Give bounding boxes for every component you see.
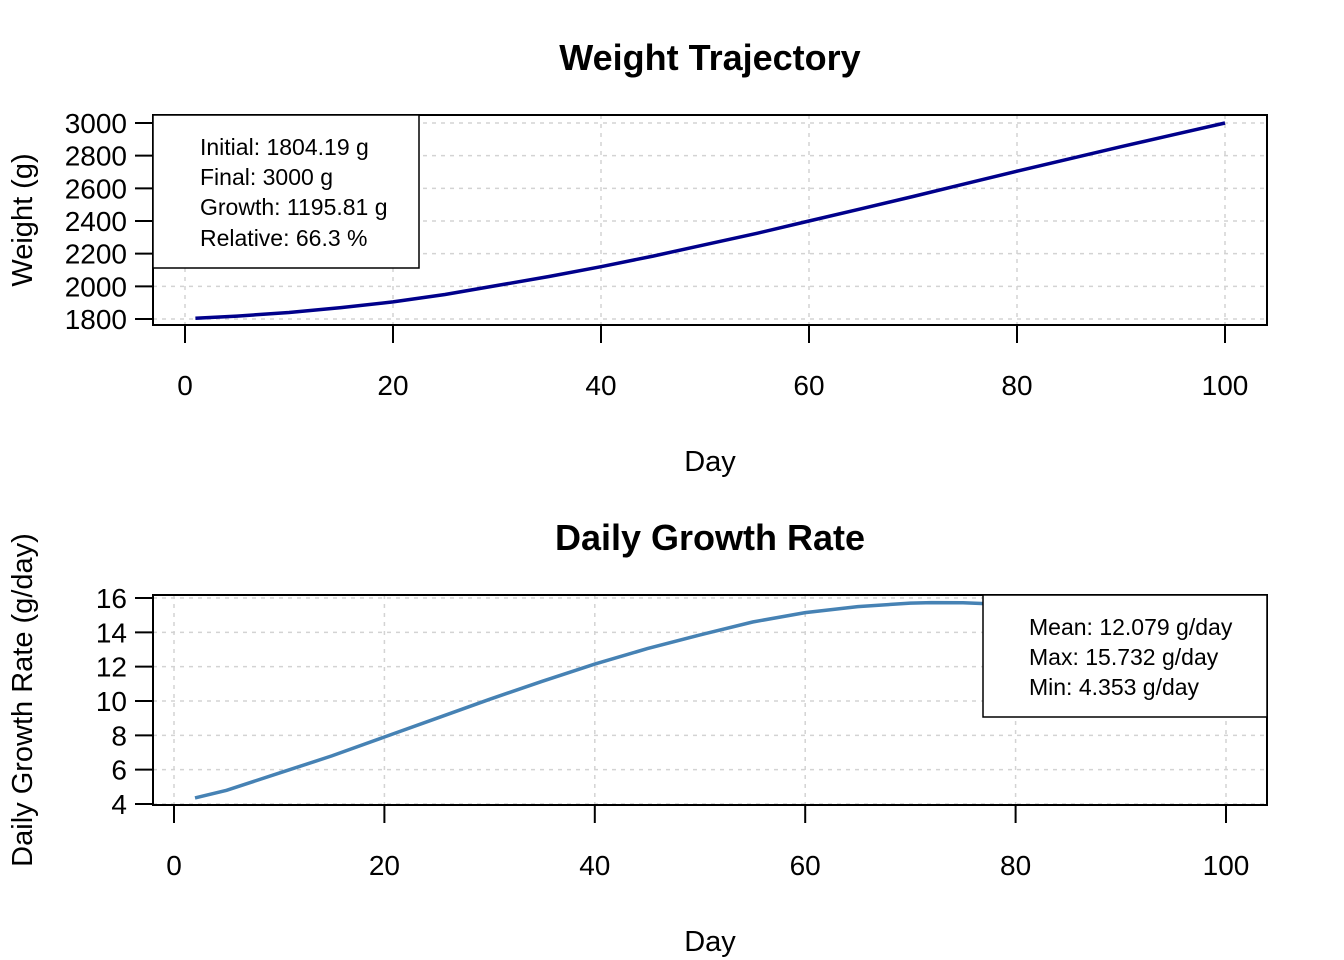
chart-title: Daily Growth Rate (555, 517, 865, 558)
y-tick-label: 2000 (65, 271, 127, 302)
legend-box (982, 594, 1268, 718)
y-tick-label: 2600 (65, 173, 127, 204)
y-tick-label: 3000 (65, 108, 127, 139)
x-tick-label: 20 (377, 370, 408, 401)
y-tick-label: 6 (111, 755, 127, 786)
x-axis-label: Day (684, 926, 736, 958)
legend-growth: Growth: 1195.81 g (200, 194, 388, 220)
x-tick-label: 60 (793, 370, 824, 401)
x-axis: 0 20 40 60 80 100 (177, 324, 1249, 401)
x-axis: 0 20 40 60 80 100 (166, 804, 1250, 881)
legend-min: Min: 4.353 g/day (1029, 674, 1200, 700)
y-tick-label: 14 (96, 617, 127, 648)
legend-final: Final: 3000 g (200, 164, 333, 190)
legend-initial: Initial: 1804.19 g (200, 134, 369, 160)
y-tick-label: 2800 (65, 141, 127, 172)
x-tick-label: 80 (1000, 850, 1031, 881)
legend-box (152, 114, 420, 269)
x-axis-label: Day (684, 446, 736, 478)
legend-max: Max: 15.732 g/day (1029, 644, 1219, 670)
x-tick-label: 20 (369, 850, 400, 881)
x-tick-label: 0 (166, 850, 182, 881)
y-tick-label: 2400 (65, 206, 127, 237)
summary-legend: Initial: 1804.19 g Final: 3000 g Growth:… (152, 114, 420, 269)
summary-legend: Mean: 12.079 g/day Max: 15.732 g/day Min… (982, 594, 1268, 718)
weight-series-line (195, 121, 1226, 321)
x-tick-label: 40 (585, 370, 616, 401)
weight-trajectory-chart: Weight Trajectory 0 20 40 60 80 100 180020002… (7, 37, 1268, 478)
y-tick-label: 4 (111, 789, 127, 820)
x-tick-label: 60 (790, 850, 821, 881)
y-tick-label: 10 (96, 686, 127, 717)
x-tick-label: 100 (1203, 850, 1250, 881)
x-tick-label: 80 (1001, 370, 1032, 401)
y-tick-label: 8 (111, 720, 127, 751)
y-tick-label: 2200 (65, 239, 127, 270)
y-tick-label: 1800 (65, 304, 127, 335)
y-axis-label: Weight (g) (7, 153, 39, 286)
legend-relative: Relative: 66.3 % (200, 225, 367, 251)
x-tick-label: 100 (1202, 370, 1249, 401)
x-tick-label: 0 (177, 370, 193, 401)
y-axis-label: Daily Growth Rate (g/day) (7, 533, 39, 867)
legend-mean: Mean: 12.079 g/day (1029, 614, 1233, 640)
growth-rate-series-line (194, 600, 1016, 800)
y-tick-label: 12 (96, 652, 127, 683)
chart-title: Weight Trajectory (559, 37, 860, 78)
y-tick-label: 16 (96, 583, 127, 614)
x-tick-label: 40 (579, 850, 610, 881)
